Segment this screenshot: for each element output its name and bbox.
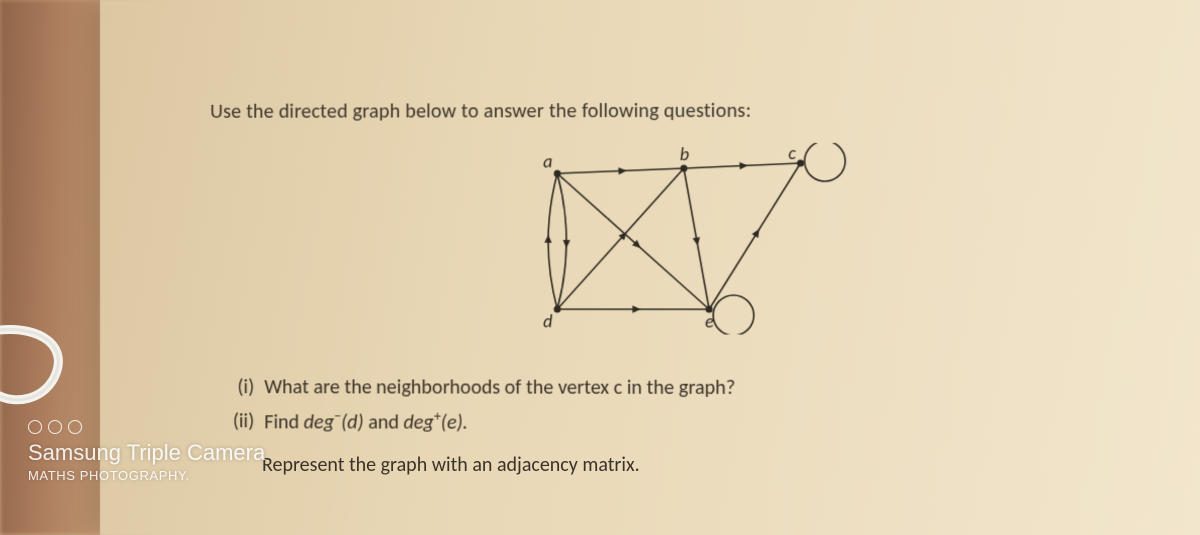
content-area: Use the directed graph below to answer t… [210,98,1152,441]
directed-graph-svg: a b c d e [497,143,862,335]
and-text: and [364,410,404,434]
svg-text:d: d [543,310,552,332]
svg-text:e: e [705,310,714,332]
arg-d: (d) [341,410,364,434]
q2-pre: Find [264,410,303,434]
watermark-line2: MATHS PHOTOGRAPHY. [28,468,265,483]
camera-watermark: Samsung Triple Camera MATHS PHOTOGRAPHY. [28,420,265,483]
graph-figure: a b c d e [210,142,1152,334]
prompt-text: Use the directed graph below to answer t… [210,98,1152,124]
triple-lens-icon [28,420,82,434]
question-number: (i) [210,370,254,404]
deg-symbol: deg [404,410,434,434]
question-body: What are the neighborhoods of the vertex… [264,370,735,405]
q1-text: What are the neighborhoods of the vertex… [264,375,735,400]
question-ii: (ii) Find deg−(d) and deg+(e). [210,404,1152,441]
svg-text:b: b [680,143,689,165]
watermark-line1: Samsung Triple Camera [28,440,265,466]
arg-e: (e). [441,410,468,434]
svg-text:c: c [788,143,796,164]
question-iii-partial: Represent the graph with an adjacency ma… [262,453,640,477]
superscript-plus: + [434,408,441,425]
deg-symbol: deg [304,410,334,434]
question-list: (i) What are the neighborhoods of the ve… [210,370,1152,441]
question-body: Find deg−(d) and deg+(e). [264,404,468,439]
svg-text:a: a [543,150,552,172]
question-i: (i) What are the neighborhoods of the ve… [210,370,1152,406]
